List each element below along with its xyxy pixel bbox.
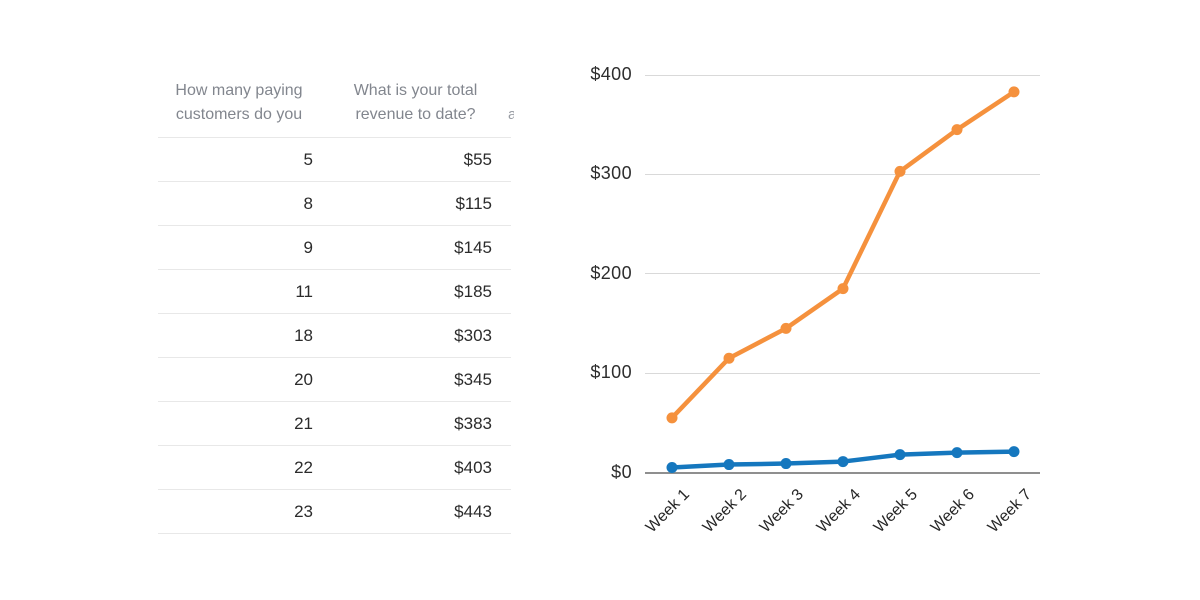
cell-revenue: $345: [454, 369, 492, 389]
data-point-marker: [666, 412, 678, 424]
data-point-marker: [1008, 446, 1020, 458]
data-point-marker: [723, 352, 735, 364]
y-axis-tick-label: $0: [611, 461, 632, 482]
table-row: 8 $115: [158, 182, 511, 226]
data-point-marker: [951, 124, 963, 136]
data-point-marker: [1008, 86, 1020, 98]
cell-revenue: $115: [455, 193, 492, 213]
cell-customers: 22: [294, 457, 313, 477]
cell-customers: 5: [303, 149, 313, 169]
y-axis-tick-label: $400: [590, 64, 632, 84]
total-revenue-to-date-series: [666, 86, 1020, 424]
table-row: 9 $145: [158, 226, 511, 270]
col-header-paying-customers-line2: customers do you: [175, 106, 303, 123]
data-point-marker: [894, 165, 906, 177]
table-row: 20 $345: [158, 358, 511, 402]
table-row: 18 $303: [158, 314, 511, 358]
col-header-total-revenue-line2: revenue to date?: [355, 106, 476, 123]
col-header-total-revenue-line1: What is your total: [353, 82, 478, 99]
customers-revenue-table: How many paying customers do you What is …: [158, 79, 511, 534]
cell-revenue: $383: [454, 413, 492, 433]
x-axis-line: [645, 471, 1040, 474]
gridline: [645, 273, 1040, 275]
data-point-marker: [951, 447, 963, 459]
gridline: [645, 173, 1040, 175]
table-row: 11 $185: [158, 270, 511, 314]
cell-revenue: $443: [454, 501, 492, 521]
y-axis-tick-label: $200: [590, 262, 632, 283]
cell-revenue: $403: [454, 457, 492, 477]
cell-revenue: $303: [454, 325, 492, 345]
data-point-marker: [894, 449, 906, 461]
table-body: 5 $55 8 $115 9 $145 11 $185 18 $303 20 $345 21 $383 22…: [158, 138, 511, 534]
cell-revenue: $145: [454, 237, 492, 257]
table-row: 5 $55: [158, 138, 511, 182]
gridline: [645, 372, 1040, 374]
table-header: How many paying customers do you What is …: [158, 79, 511, 138]
col-header-paying-customers-line1: How many paying: [175, 82, 303, 99]
paying-customers-series: [666, 446, 1020, 474]
cell-customers: 23: [294, 501, 313, 521]
cell-revenue: $185: [454, 281, 492, 301]
cell-customers: 21: [294, 413, 313, 433]
table-row: 21 $383: [158, 402, 511, 446]
series-line: [669, 89, 1017, 421]
data-point-marker: [723, 459, 735, 471]
cell-customers: 9: [303, 237, 313, 257]
cell-customers: 11: [295, 281, 313, 301]
y-axis-tick-label: $300: [590, 163, 632, 184]
col-header-total-revenue: What is your total revenue to date?: [320, 79, 511, 138]
table-row: 22 $403: [158, 446, 511, 490]
cell-customers: 8: [303, 193, 313, 213]
cell-customers: 18: [294, 325, 313, 345]
cell-customers: 20: [294, 369, 313, 389]
col-header-paying-customers: How many paying customers do you: [158, 79, 320, 138]
clipped-third-column-fragment: a: [508, 106, 514, 123]
y-axis-tick-label: $100: [590, 362, 632, 383]
cell-revenue: $55: [463, 149, 492, 169]
data-point-marker: [780, 458, 792, 470]
data-point-marker: [780, 322, 792, 334]
survey-data-table: How many paying customers do you What is …: [158, 79, 511, 534]
data-point-marker: [666, 462, 678, 474]
gridline: [645, 74, 1040, 76]
data-point-marker: [837, 283, 849, 295]
table-row: 23 $443: [158, 490, 511, 534]
plot-area: [666, 86, 1020, 474]
data-point-marker: [837, 456, 849, 468]
